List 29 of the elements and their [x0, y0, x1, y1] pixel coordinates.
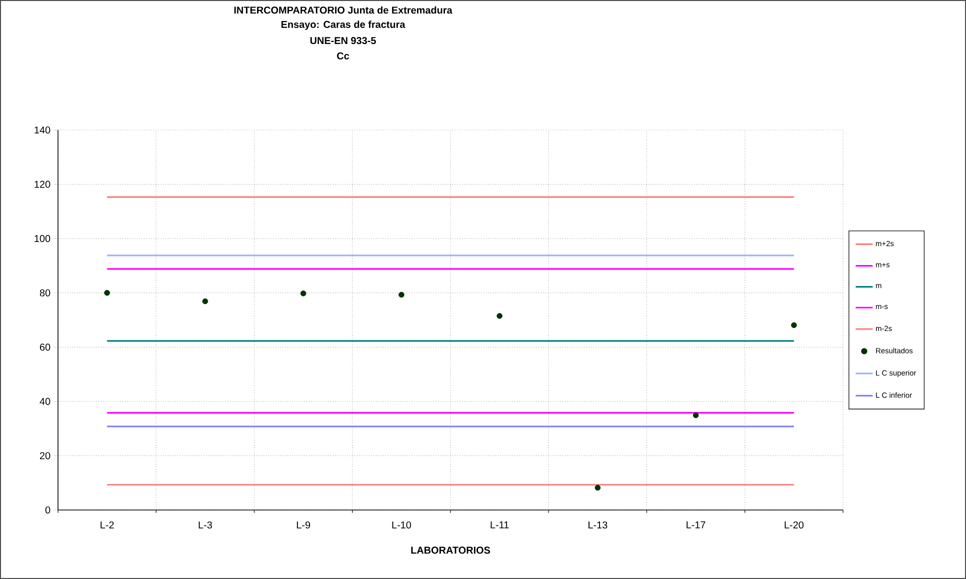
- y-tick-label: 80: [40, 289, 50, 296]
- x-tick-label: L-20: [784, 521, 804, 528]
- x-tick-label: L-11: [490, 521, 509, 528]
- y-tick-label: 140: [34, 126, 50, 134]
- text: UNE-EN 933-5: [310, 37, 376, 44]
- y-tick-label: 60: [40, 344, 50, 351]
- x-tick-label: L-10: [392, 521, 412, 528]
- y-tick-label: 20: [40, 452, 50, 460]
- x-tick-label: L-13: [588, 521, 608, 528]
- x-tick-label: L-3: [198, 521, 212, 528]
- x-tick-label: L-17: [686, 521, 706, 528]
- chart-subtitle: Ensayo: Caras de fractura: [281, 20, 406, 30]
- x-axis-title: LABORATORIOS: [411, 546, 490, 554]
- x-tick-label: L-2: [100, 521, 114, 528]
- x-tick-label: L-9: [296, 521, 310, 528]
- point: [202, 298, 208, 304]
- point: [791, 322, 797, 328]
- y-tick-label: 120: [34, 180, 50, 188]
- y-tick-label: 100: [34, 235, 50, 242]
- point: [496, 313, 502, 319]
- point: [692, 412, 699, 418]
- text: Cc: [337, 52, 350, 60]
- point: [398, 292, 404, 298]
- y-tick-label: 40: [40, 398, 50, 405]
- point: [300, 290, 306, 296]
- point: [104, 290, 110, 296]
- chart-title: INTERCOMPARATORIO Junta de Extremadura: [234, 6, 452, 14]
- y-tick-label: 0: [45, 506, 50, 514]
- point: [594, 484, 601, 491]
